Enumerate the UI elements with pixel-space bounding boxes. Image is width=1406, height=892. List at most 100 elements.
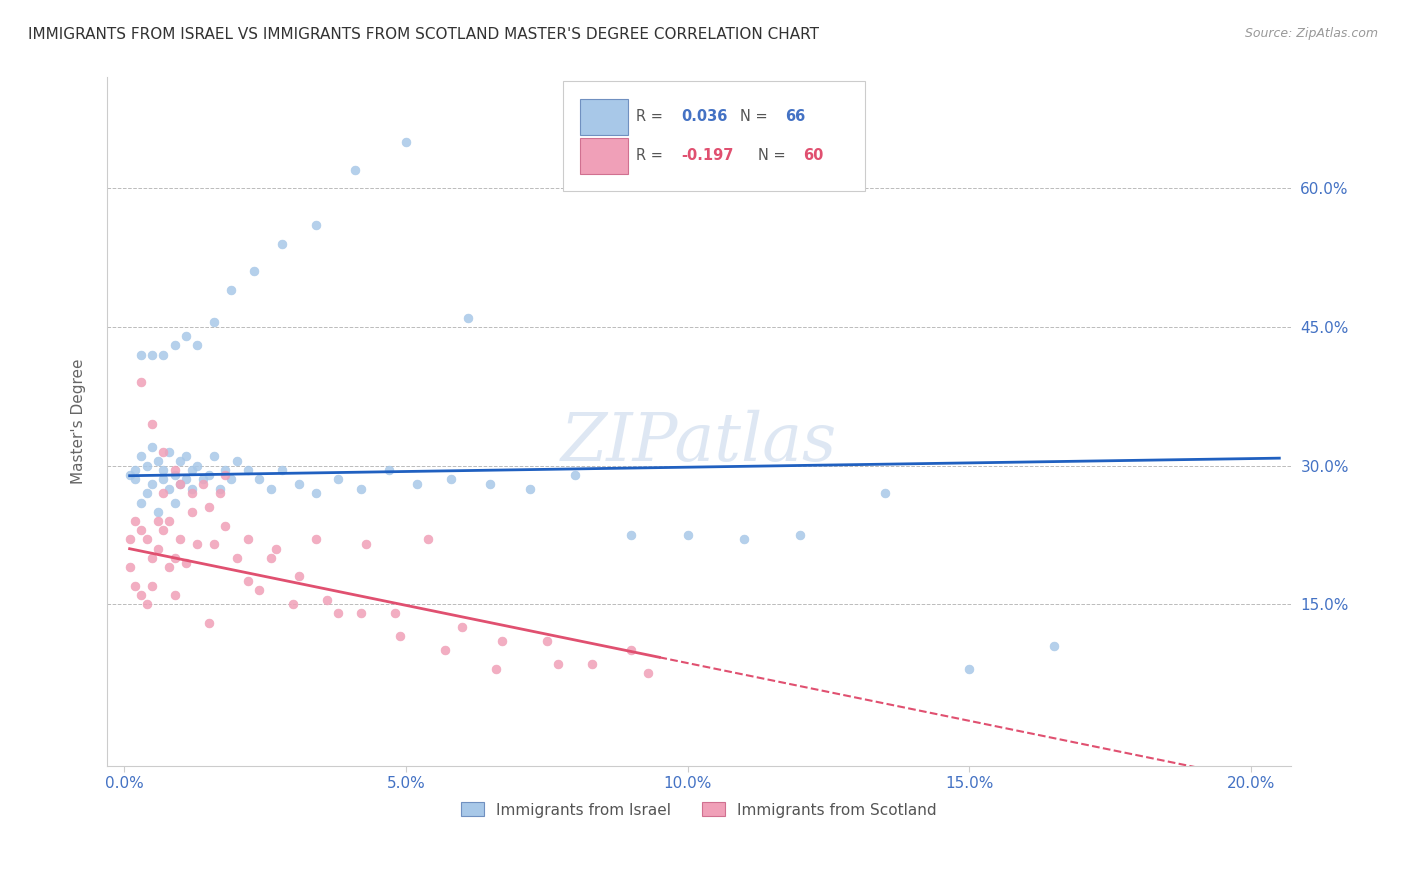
Point — [536, 634, 558, 648]
Point — [146, 541, 169, 556]
Point — [236, 533, 259, 547]
Point — [174, 472, 197, 486]
Point — [157, 482, 180, 496]
Point — [789, 528, 811, 542]
Point — [304, 533, 326, 547]
Text: IMMIGRANTS FROM ISRAEL VS IMMIGRANTS FROM SCOTLAND MASTER'S DEGREE CORRELATION C: IMMIGRANTS FROM ISRAEL VS IMMIGRANTS FRO… — [28, 27, 820, 42]
Point — [270, 463, 292, 477]
Point — [304, 486, 326, 500]
Point — [287, 569, 309, 583]
Point — [440, 472, 463, 486]
Point — [124, 579, 146, 593]
Point — [157, 560, 180, 574]
Point — [264, 541, 287, 556]
Point — [384, 607, 406, 621]
Point — [434, 643, 457, 657]
Point — [191, 472, 214, 486]
FancyBboxPatch shape — [562, 81, 865, 191]
Point — [197, 500, 219, 515]
FancyBboxPatch shape — [581, 138, 628, 174]
Point — [163, 467, 186, 482]
Point — [485, 662, 508, 676]
Point — [146, 505, 169, 519]
Point — [225, 454, 247, 468]
Point — [186, 537, 208, 551]
Point — [287, 477, 309, 491]
Point — [620, 643, 643, 657]
Point — [378, 463, 401, 477]
Text: N =: N = — [740, 109, 772, 124]
Point — [451, 620, 474, 634]
Point — [214, 467, 236, 482]
Point — [129, 523, 152, 537]
Point — [135, 486, 157, 500]
Point — [118, 467, 141, 482]
Point — [214, 518, 236, 533]
Legend: Immigrants from Israel, Immigrants from Scotland: Immigrants from Israel, Immigrants from … — [456, 797, 942, 823]
Point — [141, 348, 163, 362]
Point — [873, 486, 896, 500]
Point — [197, 467, 219, 482]
Point — [259, 482, 281, 496]
Point — [208, 482, 231, 496]
Text: ZIPatlas: ZIPatlas — [561, 409, 837, 475]
FancyBboxPatch shape — [581, 99, 628, 135]
Point — [180, 505, 202, 519]
Point — [479, 477, 502, 491]
Point — [564, 467, 586, 482]
Point — [202, 315, 225, 329]
Text: 0.036: 0.036 — [681, 109, 727, 124]
Point — [214, 463, 236, 477]
Point — [547, 657, 569, 672]
Point — [124, 463, 146, 477]
Text: R =: R = — [636, 109, 668, 124]
Point — [169, 533, 191, 547]
Point — [169, 477, 191, 491]
Point — [152, 523, 174, 537]
Point — [129, 376, 152, 390]
Point — [395, 135, 418, 149]
Point — [519, 482, 541, 496]
Point — [581, 657, 603, 672]
Point — [281, 597, 304, 611]
Point — [152, 348, 174, 362]
Text: 66: 66 — [785, 109, 806, 124]
Point — [491, 634, 513, 648]
Point — [157, 444, 180, 458]
Point — [247, 472, 270, 486]
Point — [118, 560, 141, 574]
Point — [152, 444, 174, 458]
Point — [236, 574, 259, 588]
Point — [152, 463, 174, 477]
Point — [208, 486, 231, 500]
Point — [129, 348, 152, 362]
Point — [141, 440, 163, 454]
Point — [135, 458, 157, 473]
Point — [350, 607, 373, 621]
Point — [247, 583, 270, 598]
Point — [1043, 639, 1066, 653]
Point — [163, 463, 186, 477]
Point — [202, 537, 225, 551]
Point — [124, 472, 146, 486]
Text: Source: ZipAtlas.com: Source: ZipAtlas.com — [1244, 27, 1378, 40]
Point — [637, 666, 659, 681]
Text: R =: R = — [636, 148, 668, 163]
Point — [957, 662, 980, 676]
Point — [174, 450, 197, 464]
Point — [242, 264, 264, 278]
Point — [270, 236, 292, 251]
Point — [315, 592, 337, 607]
Point — [219, 472, 242, 486]
Point — [124, 514, 146, 528]
Point — [141, 579, 163, 593]
Point — [129, 495, 152, 509]
Point — [180, 482, 202, 496]
Point — [389, 630, 412, 644]
Point — [457, 310, 479, 325]
Point — [180, 463, 202, 477]
Point — [191, 477, 214, 491]
Point — [219, 283, 242, 297]
Point — [141, 417, 163, 431]
Point — [169, 454, 191, 468]
